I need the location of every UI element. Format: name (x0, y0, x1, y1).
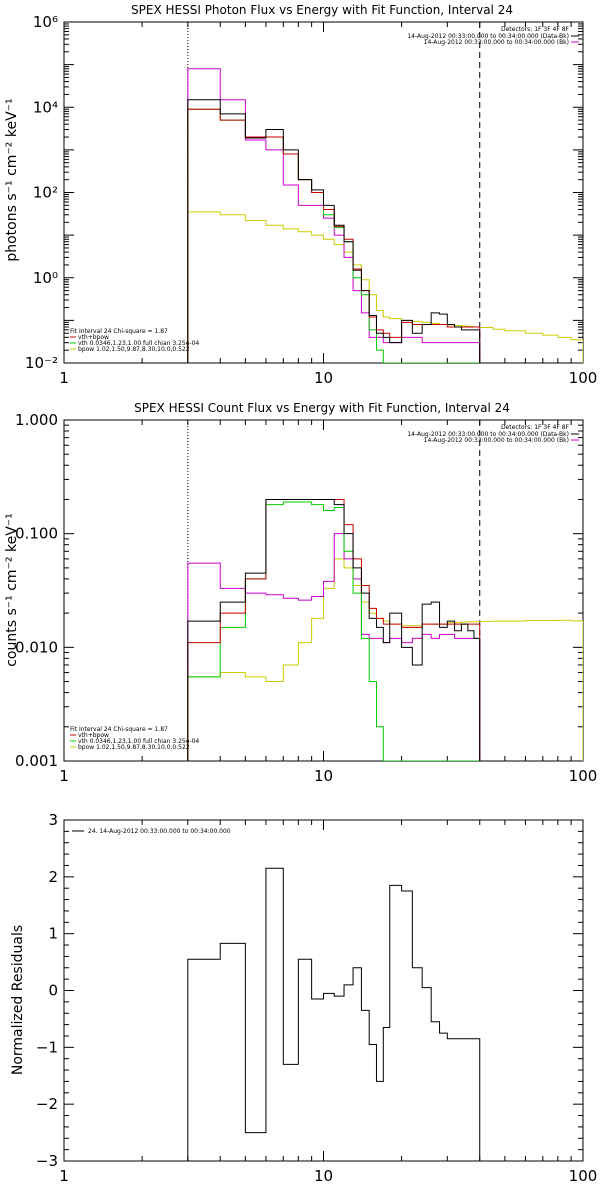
plot-area (187, 867, 481, 1161)
bpow-series (187, 211, 583, 363)
total-series (187, 108, 481, 363)
y-tick-label: −2 (36, 1095, 58, 1113)
detectors-label: Detectors: 1F 3F 4F 8F (501, 424, 570, 431)
photon-flux-title: SPEX HESSI Photon Flux vs Energy with Fi… (131, 3, 513, 17)
y-tick-label: 1 (48, 925, 58, 943)
count-flux-panel: SPEX HESSI Count Flux vs Energy with Fit… (4, 401, 597, 785)
legend-entry: bpow 1.02,1.50,9.87,8.30,10.0,0.522 (78, 346, 190, 353)
count-flux-ylabel: counts s⁻¹ cm⁻² keV⁻¹ (4, 513, 20, 667)
y-tick-label: 10² (33, 184, 58, 202)
y-tick-label: 3 (48, 811, 58, 829)
residuals-ylabel: Normalized Residuals (10, 925, 26, 1075)
legend-entry: 24. 14-Aug-2012 00:33:00.000 to 00:34:00… (88, 828, 231, 835)
y-tick-label: 0 (48, 982, 58, 1000)
plot-area (187, 498, 583, 761)
y-tick-label: 0.100 (15, 525, 58, 543)
data-series (187, 867, 481, 1161)
count-flux-title: SPEX HESSI Count Flux vs Energy with Fit… (134, 401, 510, 415)
legend-entry: 14-Aug-2012 00:33:00.000 to 00:34:00.000… (407, 33, 569, 40)
legend-entry: Fit Interval 24 Chi-square = 1.87 (70, 328, 168, 335)
y-tick-label: 10⁶ (33, 13, 58, 31)
photon-flux-plot: 1 10 100 10⁻² 10⁰ 10² 10⁴ 10⁶ Detectors: 1F 3F 4… (25, 13, 597, 387)
legend-entry: 14-Aug-2012 00:33:00.000 to 00:34:00.000… (407, 431, 569, 438)
legend-entry: vth 0.0346,1.23,1.00 full chian 3.25e-04 (78, 340, 199, 347)
legend-entry: bpow 1.02,1.50,9.87,8.30,10.0,0.522 (78, 744, 190, 751)
data-series (187, 498, 481, 761)
legend-entry: vth 0.0346,1.23,1.00 full chian 3.25e-04 (78, 738, 199, 745)
photon-flux-ylabel: photons s⁻¹ cm⁻² keV⁻¹ (4, 98, 20, 261)
y-tick-label: 10⁻² (25, 354, 58, 372)
photon-flux-panel: SPEX HESSI Photon Flux vs Energy with Fi… (4, 3, 597, 387)
y-tick-label: −1 (36, 1038, 58, 1056)
x-tick-label: 10 (314, 369, 333, 387)
x-tick-label: 100 (569, 1167, 598, 1185)
detectors-label: Detectors: 1F 3F 4F 8F (501, 26, 570, 33)
legend-entry: 14-Aug-2012 00:33:00.000 to 00:34:00.000… (424, 437, 569, 444)
bk-series (187, 533, 481, 761)
x-tick-label: 1 (59, 1167, 69, 1185)
x-tick-label: 1 (59, 767, 69, 785)
legend-entry: vth+bpow (78, 334, 109, 341)
y-tick-label: 2 (48, 868, 58, 886)
y-tick-label: 10⁴ (33, 98, 58, 116)
x-tick-label: 100 (569, 369, 598, 387)
residuals-panel: Normalized Residuals 1 10 100 −3 −2 −1 0 1 2 3 24.… (10, 811, 597, 1185)
x-tick-label: 1 (59, 369, 69, 387)
count-flux-plot: 1 10 100 0.001 0.010 0.100 1.000 Detectors: 1F … (15, 411, 597, 785)
legend-entry: vth+bpow (78, 732, 109, 739)
x-tick-label: 10 (314, 767, 333, 785)
plot-frame (63, 819, 584, 1162)
y-tick-label: 10⁰ (33, 269, 58, 287)
x-tick-label: 100 (569, 767, 598, 785)
plot-area (187, 68, 583, 363)
residuals-plot: 1 10 100 −3 −2 −1 0 1 2 3 24. 14-Aug-2012 00:33:00… (36, 811, 597, 1185)
bpow-series (187, 558, 583, 761)
x-tick-label: 10 (314, 1167, 333, 1185)
y-tick-label: 0.001 (15, 752, 58, 770)
y-tick-label: −3 (36, 1152, 58, 1170)
legend-entry: Fit Interval 24 Chi-square = 1.87 (70, 726, 168, 733)
y-tick-label: 0.010 (15, 638, 58, 656)
data-series (187, 99, 481, 363)
legend-entry: 14-Aug-2012 00:33:00.000 to 00:34:00.000… (424, 39, 569, 46)
y-tick-label: 1.000 (15, 411, 58, 429)
